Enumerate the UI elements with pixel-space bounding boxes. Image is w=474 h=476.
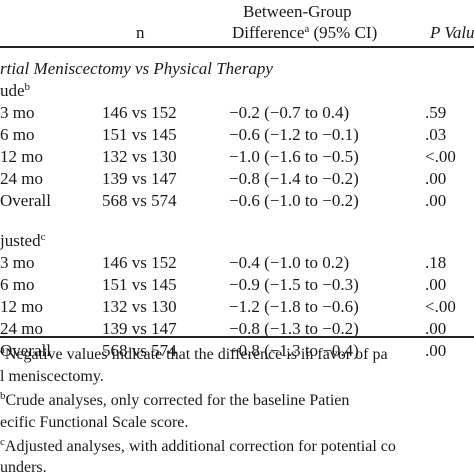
row-difference: −0.8 (−1.3 to −0.4) [229,341,359,360]
row-difference: −1.0 (−1.6 to −0.5) [229,147,359,166]
group-adjusted-label: justedc [0,231,46,250]
row-label: 12 mo [0,147,43,166]
row-difference: −0.9 (−1.5 to −0.3) [229,275,359,294]
row-difference: −0.8 (−1.3 to −0.2) [229,319,359,338]
row-p-value: .00 [425,169,447,188]
row-p-value: .03 [425,125,447,144]
footnote-b-line1: bCrude analyses, only corrected for the … [0,390,350,409]
row-difference: −0.6 (−1.2 to −0.1) [229,125,359,144]
row-label: 24 mo [0,319,43,338]
row-p-value: .00 [425,191,447,210]
row-n: 132 vs 130 [102,147,177,166]
row-difference: −0.4 (−1.0 to 0.2) [229,253,350,272]
row-n: 151 vs 145 [102,125,177,144]
header-diff-line2: Differencea (95% CI) [232,23,378,42]
row-p-value: <.00 [425,297,456,316]
row-difference: −1.2 (−1.8 to −0.6) [229,297,359,316]
row-label: 3 mo [0,253,35,272]
header-n: n [136,23,145,42]
row-label: 24 mo [0,169,43,188]
row-n: 568 vs 574 [102,341,177,360]
row-difference: −0.8 (−1.4 to −0.2) [229,169,359,188]
row-p-value: .59 [425,103,447,122]
row-n: 139 vs 147 [102,319,177,338]
group-crude-label: udeb [0,81,31,100]
row-difference: −0.2 (−0.7 to 0.4) [229,103,350,122]
footnote-c-line1: cAdjusted analyses, with additional corr… [0,436,396,455]
section-title: rtial Meniscectomy vs Physical Therapy [0,59,273,78]
header-diff-line1: Between-Group [243,2,352,21]
header-p-value: P Valu [430,23,474,42]
row-p-value: .18 [425,253,447,272]
row-label: 6 mo [0,125,35,144]
footnote-b-line2: ecific Functional Scale score. [0,414,189,431]
row-n: 146 vs 152 [102,103,177,122]
table-bottom-rule [0,336,474,338]
row-p-value: .00 [425,319,447,338]
row-p-value: <.00 [425,147,456,166]
row-label: 12 mo [0,297,43,316]
row-label: Overall [0,191,51,210]
row-n: 568 vs 574 [102,191,177,210]
row-n: 132 vs 130 [102,297,177,316]
row-p-value: .00 [425,275,447,294]
row-n: 139 vs 147 [102,169,177,188]
footnote-c-line2: unders. [0,459,47,476]
row-p-value: .00 [425,341,447,360]
footnote-a-line1: aNegative values indicate that the diffe… [0,344,388,363]
row-label: 3 mo [0,103,35,122]
row-label: Overall [0,341,51,360]
row-n: 151 vs 145 [102,275,177,294]
row-n: 146 vs 152 [102,253,177,272]
row-difference: −0.6 (−1.0 to −0.2) [229,191,359,210]
footnote-a-line2: l meniscectomy. [0,368,104,385]
header-rule [0,46,474,48]
row-label: 6 mo [0,275,35,294]
